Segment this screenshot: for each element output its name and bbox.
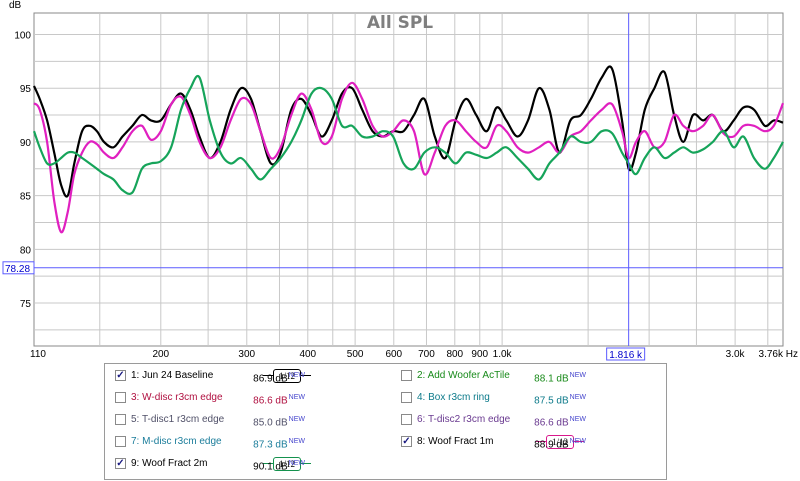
x-tick-label: 200 <box>152 349 169 360</box>
smoothing-indicator[interactable]: 1/12 <box>536 435 584 449</box>
x-tick-label: 400 <box>299 349 316 360</box>
legend-panel: ✓ 1: Jun 24 Baseline 1/12 86.9 dBNEW 2: Add … <box>104 363 667 480</box>
cursor-x-readout: 1.816 k <box>609 350 643 361</box>
y-tick-label: 75 <box>20 299 32 310</box>
legend-item-value: 90.1 dBNEW <box>235 456 305 475</box>
legend-item-value: 88.1 dBNEW <box>516 368 586 387</box>
legend-item-value: 86.6 dBNEW <box>235 390 305 409</box>
x-tick-labels: 110 200 300 400 500 600 700 800 900 1.0k 3.0k 3.76k… <box>30 349 798 360</box>
smoothing-label: 1/12 <box>546 435 574 449</box>
legend-value-text: 88.1 dB <box>534 373 569 385</box>
legend-item-label: 6: T-disc2 r3cm edge <box>417 414 511 425</box>
checked-checkbox[interactable]: ✓ <box>115 458 126 469</box>
x-tick-label: 110 <box>30 349 46 360</box>
legend-item[interactable]: 5: T-disc1 r3cm edge 85.0 dBNEW <box>115 412 395 428</box>
x-tick-label: 3.0k <box>726 349 746 360</box>
legend-value-text: 85.0 dB <box>253 417 288 429</box>
new-badge: NEW <box>569 416 586 423</box>
y-tick-labels: 75 80 85 90 95 100 <box>14 30 31 310</box>
checked-checkbox[interactable]: ✓ <box>401 436 412 447</box>
x-tick-label: 300 <box>238 349 255 360</box>
unchecked-checkbox[interactable] <box>115 392 126 403</box>
chart-title: All SPL <box>367 13 433 33</box>
legend-item-value: 87.5 dBNEW <box>516 390 586 409</box>
smoothing-label: 1/12 <box>273 457 301 471</box>
unchecked-checkbox[interactable] <box>115 414 126 425</box>
grid-lines <box>34 13 783 346</box>
cursor-y-readout: 78.28 <box>5 264 30 275</box>
new-badge: NEW <box>288 438 305 445</box>
new-badge: NEW <box>569 372 586 379</box>
legend-item-value: 88.9 dBNEW <box>516 434 586 453</box>
legend-item-label: 1: Jun 24 Baseline <box>131 370 214 381</box>
x-tick-label: 700 <box>418 349 435 360</box>
new-badge: NEW <box>288 416 305 423</box>
plot-area[interactable] <box>33 12 784 347</box>
unchecked-checkbox[interactable] <box>401 392 412 403</box>
checked-checkbox[interactable]: ✓ <box>115 370 126 381</box>
legend-item-label: 9: Woof Fract 2m <box>131 458 208 469</box>
legend-item[interactable]: 4: Box r3cm ring 87.5 dBNEW <box>401 390 681 406</box>
new-badge: NEW <box>569 394 586 401</box>
spl-chart[interactable]: 75 80 85 90 95 100 110 200 300 400 500 600 700 800 90… <box>0 0 800 362</box>
x-tick-label: 600 <box>385 349 402 360</box>
x-tick-label: 1.0k <box>493 349 513 360</box>
series-line-9-woof-fract-2m <box>32 75 784 195</box>
cursor[interactable]: 78.28 1.816 k <box>2 13 783 361</box>
x-tick-label: 900 <box>471 349 488 360</box>
legend-item-label: 3: W-disc r3cm edge <box>131 392 223 403</box>
cursor-x-readout-box <box>606 347 646 361</box>
legend-item[interactable]: ✓ 1: Jun 24 Baseline 1/12 86.9 dBNEW <box>115 368 395 384</box>
legend-item-label: 5: T-disc1 r3cm edge <box>131 414 225 425</box>
legend-item[interactable]: 3: W-disc r3cm edge 86.6 dBNEW <box>115 390 395 406</box>
y-tick-label: 85 <box>20 192 32 203</box>
new-badge: NEW <box>569 438 586 445</box>
legend-value-text: 87.3 dB <box>253 439 288 451</box>
legend-item-value: 87.3 dBNEW <box>235 434 305 453</box>
legend-item-value: 86.6 dBNEW <box>516 412 586 431</box>
legend-value-text: 86.6 dB <box>534 417 569 429</box>
legend-value-text: 88.9 dB <box>534 439 569 451</box>
unchecked-checkbox[interactable] <box>401 370 412 381</box>
legend-item-value: 85.0 dBNEW <box>235 412 305 431</box>
legend-item[interactable]: 6: T-disc2 r3cm edge 86.6 dBNEW <box>401 412 681 428</box>
legend-item-label: 2: Add Woofer AcTile <box>417 370 510 381</box>
y-tick-label: 80 <box>20 245 32 256</box>
unchecked-checkbox[interactable] <box>115 436 126 447</box>
legend-value-text: 86.9 dB <box>253 373 288 385</box>
legend-item-label: 4: Box r3cm ring <box>417 392 490 403</box>
new-badge: NEW <box>288 460 305 467</box>
legend-item[interactable]: ✓ 9: Woof Fract 2m 1/12 90.1 dBNEW <box>115 456 395 472</box>
legend-item-label: 8: Woof Fract 1m <box>417 436 494 447</box>
legend-item[interactable]: 7: M-disc r3cm edge 87.3 dBNEW <box>115 434 395 450</box>
legend-value-text: 87.5 dB <box>534 395 569 407</box>
legend-item[interactable]: 2: Add Woofer AcTile 88.1 dBNEW <box>401 368 681 384</box>
y-tick-label: 95 <box>20 84 32 95</box>
y-tick-label: 90 <box>20 138 32 149</box>
legend-item-label: 7: M-disc r3cm edge <box>131 436 222 447</box>
y-tick-label: 100 <box>14 30 31 41</box>
x-tick-label: 3.76k Hz <box>759 349 798 360</box>
smoothing-indicator[interactable]: 1/12 <box>263 457 311 471</box>
smoothing-indicator[interactable]: 1/12 <box>263 369 311 383</box>
new-badge: NEW <box>288 394 305 401</box>
legend-value-text: 86.6 dB <box>253 395 288 407</box>
new-badge: NEW <box>288 372 305 379</box>
legend-value-text: 90.1 dB <box>253 461 288 473</box>
x-tick-label: 500 <box>347 349 364 360</box>
smoothing-label: 1/12 <box>273 369 301 383</box>
legend-item[interactable]: ✓ 8: Woof Fract 1m 1/12 88.9 dBNEW <box>401 434 681 450</box>
cursor-y-readout-box <box>2 261 35 275</box>
legend-item-value: 86.9 dBNEW <box>235 368 305 387</box>
y-axis-label: dB <box>9 0 22 11</box>
unchecked-checkbox[interactable] <box>401 414 412 425</box>
series-lines <box>32 65 785 234</box>
x-tick-label: 800 <box>446 349 463 360</box>
